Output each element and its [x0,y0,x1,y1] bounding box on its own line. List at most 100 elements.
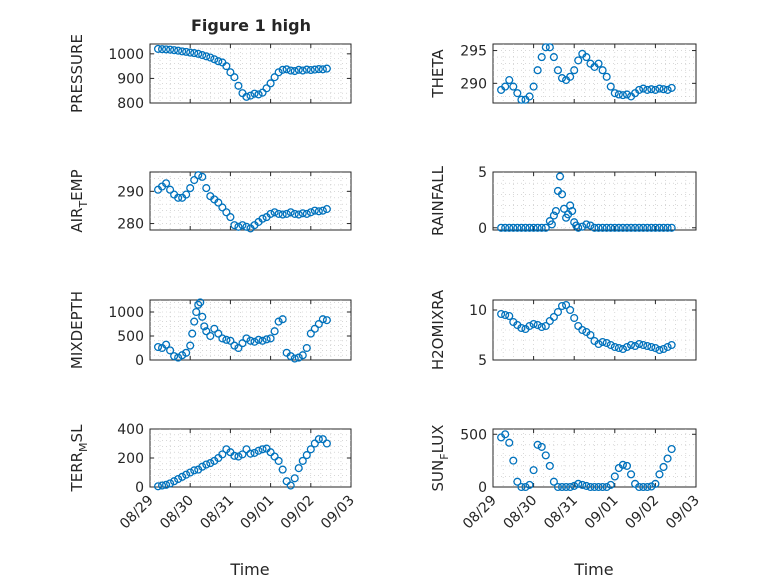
data-point [549,312,558,322]
data-point [230,221,239,230]
data-point [551,206,560,216]
data-point [586,482,595,492]
data-point [659,223,668,232]
data-point [647,85,656,94]
data-point [182,348,191,357]
data-point [635,339,644,349]
data-point [318,206,327,215]
data-point [230,451,239,460]
data-point [178,351,187,360]
data-point [258,336,267,345]
data-point [590,482,599,492]
data-point [258,214,267,223]
y-tick-label: 5 [478,353,487,369]
data-point [178,472,187,481]
data-point [214,329,223,338]
data-point [214,198,223,207]
data-point [262,84,271,93]
y-tick-label: 290 [460,76,487,92]
data-point [294,464,303,473]
data-point [254,90,263,99]
data-point [559,204,569,213]
data-point [517,482,526,492]
data-point [501,223,510,232]
data-point [270,73,279,82]
data-point [322,64,331,73]
data-point [186,48,195,57]
data-point [545,316,554,326]
data-point [222,62,231,71]
data-point [505,438,514,447]
data-point [202,460,211,469]
data-point [170,46,179,55]
data-point [562,300,571,310]
data-point [582,220,591,229]
data-point [606,480,615,489]
subplot-air-temp: 280 290 AIRTEMP [68,169,352,233]
data-point [286,66,295,75]
data-point [194,300,203,309]
y-axis-label-terr-msl: TERRMSL [68,424,90,493]
data-point [663,223,672,232]
data-point [310,439,319,448]
data-point [578,222,587,231]
data-point [298,351,307,360]
data-point [525,223,534,232]
data-point [190,49,199,58]
data-point [298,66,307,75]
subplot-sun-flux: 0 500 08/29 08/30 08/31 09/01 09/02 09/03 SUNFLU… [429,425,703,533]
data-point [570,313,579,323]
data-point [174,46,183,55]
data-point [574,56,583,65]
data-point [521,482,530,492]
data-point [274,68,283,77]
data-point [310,324,319,333]
data-point [651,343,660,353]
data-point [238,339,247,348]
data-point [525,321,534,331]
y-tick-label: 280 [117,217,144,233]
subplot-terr-msl: 0 200 400 08/29 08/30 08/31 09/01 09/02 09/03 TER… [68,422,358,532]
data-point [174,474,183,484]
data-point [250,89,259,98]
subplot-rainfall: 0 5 RAINFALL [429,165,697,237]
data-point [218,203,227,212]
axes-box [492,43,697,104]
x-tick-label: 08/29 [117,493,157,533]
data-point [258,445,267,454]
data-point [667,340,676,350]
data-point [198,462,207,471]
data-point [162,480,171,489]
data-point [234,222,243,231]
data-point [200,322,209,331]
data-point [278,65,287,74]
y-tick-label: 10 [469,303,487,319]
data-point [549,211,558,220]
data-point [610,89,619,98]
data-point [222,335,231,344]
data-point [182,470,191,479]
data-point [290,474,299,483]
y-tick-label: 800 [117,96,144,112]
data-point [302,343,311,353]
data-point [282,209,291,218]
data-point [509,82,518,91]
data-point [282,477,291,486]
data-point [230,341,239,350]
data-point [226,336,235,345]
data-point [655,223,664,232]
data-point [262,335,271,344]
data-point [557,190,567,199]
data-point [639,482,648,492]
data-point [549,53,558,62]
data-point [314,435,323,444]
data-point [667,444,676,454]
data-point [306,445,315,454]
axes-box [492,299,697,361]
data-point [274,209,283,218]
data-point [306,66,315,75]
data-point [525,92,534,101]
data-point [196,298,205,307]
subplot-mixdepth: 0 500 1000 MIXDEPTH [68,291,352,369]
